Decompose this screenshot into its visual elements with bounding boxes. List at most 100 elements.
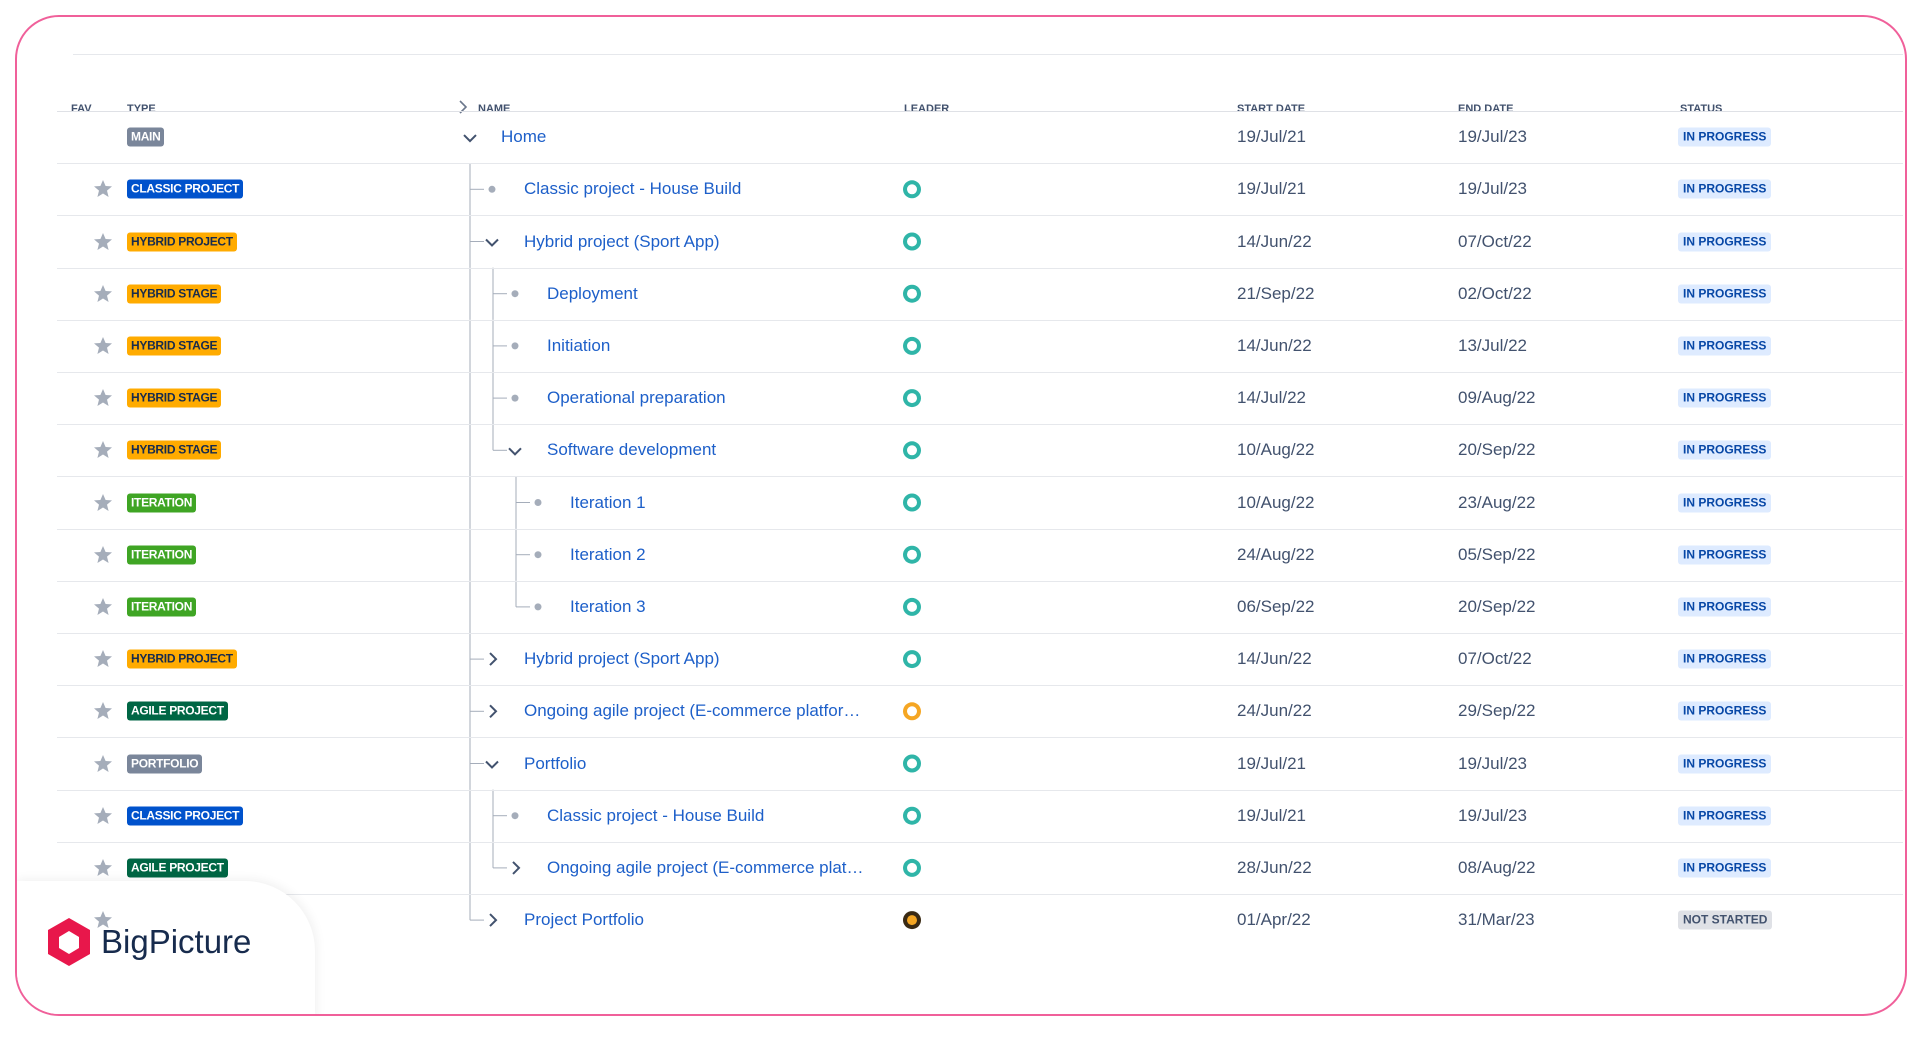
header-end[interactable]: END DATE	[1458, 103, 1514, 115]
star-shape	[94, 911, 112, 929]
leader-avatar-face	[907, 184, 917, 195]
item-name[interactable]: Classic project - House Build	[547, 805, 765, 825]
fav-star[interactable]	[93, 910, 113, 930]
header-start[interactable]: START DATE	[1237, 103, 1306, 115]
item-name[interactable]: Hybrid project (Sport App)	[524, 649, 720, 669]
type-badge: AGILE PROJECT	[127, 701, 228, 721]
item-name[interactable]: Iteration 3	[570, 596, 646, 616]
type-badge: MAIN	[127, 127, 165, 147]
end-date: 31/Mar/23	[1458, 910, 1535, 930]
item-name[interactable]: Classic project - House Build	[524, 179, 742, 199]
status-lozenge: IN PROGRESS	[1678, 649, 1772, 669]
start-date: 06/Sep/22	[1237, 596, 1315, 616]
item-name[interactable]: Deployment	[547, 283, 638, 303]
fav-star[interactable]	[93, 493, 113, 513]
logo-card: BigPicture	[17, 881, 315, 1014]
star-shape	[94, 232, 112, 250]
fav-star[interactable]	[93, 336, 113, 356]
fav-star[interactable]	[93, 597, 113, 617]
expand-toggle[interactable]	[489, 913, 498, 927]
leader-avatar-face	[907, 915, 917, 926]
logo-icon	[48, 918, 90, 966]
type-badge: PORTFOLIO	[127, 754, 203, 773]
type-badge: AGILE PROJECT	[127, 858, 228, 878]
row-divider	[57, 737, 1903, 739]
tree-dot	[488, 185, 496, 193]
star-shape	[94, 284, 112, 302]
fav-star[interactable]	[93, 754, 113, 774]
type-badge: HYBRID PROJECT	[127, 232, 237, 251]
fav-star[interactable]	[93, 179, 113, 199]
item-name[interactable]: Home	[501, 127, 547, 147]
item-name[interactable]: Ongoing agile project (E-commerce platfo…	[524, 701, 861, 721]
star-shape	[94, 493, 112, 511]
tree-dot	[511, 394, 519, 402]
expand-toggle[interactable]	[485, 238, 499, 247]
leader-avatar-face	[907, 810, 917, 821]
item-name[interactable]: Software development	[547, 440, 717, 460]
star-shape	[94, 858, 112, 876]
header-divider	[57, 111, 1903, 112]
end-date: 07/Oct/22	[1458, 649, 1532, 669]
fav-star[interactable]	[93, 649, 113, 669]
status-lozenge: IN PROGRESS	[1678, 806, 1772, 826]
expand-toggle[interactable]	[485, 760, 499, 769]
end-date: 07/Oct/22	[1458, 231, 1532, 251]
status-lozenge: IN PROGRESS	[1678, 440, 1772, 460]
fav-star[interactable]	[93, 858, 113, 878]
logo-text: BigPicture	[101, 923, 252, 960]
status-lozenge: IN PROGRESS	[1678, 858, 1772, 878]
fav-star[interactable]	[93, 284, 113, 304]
type-badge: HYBRID STAGE	[127, 336, 222, 356]
expand-toggle[interactable]	[508, 447, 522, 456]
leader-avatar-face	[907, 601, 917, 612]
item-name[interactable]: Project Portfolio	[524, 910, 644, 930]
row-divider	[57, 841, 1903, 843]
row-divider	[57, 528, 1903, 530]
end-date: 05/Sep/22	[1458, 544, 1536, 564]
fav-star[interactable]	[93, 701, 113, 721]
status-lozenge: IN PROGRESS	[1678, 754, 1772, 773]
item-name[interactable]: Iteration 2	[570, 544, 646, 564]
fav-star[interactable]	[93, 545, 113, 565]
status-lozenge: NOT STARTED	[1678, 910, 1773, 930]
expand-toggle[interactable]	[489, 652, 498, 666]
item-name[interactable]: Hybrid project (Sport App)	[524, 231, 720, 251]
end-date: 08/Aug/22	[1458, 857, 1536, 877]
item-name[interactable]: Operational preparation	[547, 388, 726, 408]
item-name[interactable]: Ongoing agile project (E-commerce plat…	[547, 857, 864, 877]
tree-dot	[511, 812, 519, 820]
header-name[interactable]: NAME	[478, 103, 511, 115]
fav-star[interactable]	[93, 440, 113, 460]
star-shape	[94, 545, 112, 563]
item-name[interactable]: Iteration 1	[570, 492, 646, 512]
frame: FAV TYPE NAME LEADER START DATE END DATE…	[15, 15, 1907, 1016]
start-date: 14/Jun/22	[1237, 231, 1312, 251]
header-type: TYPE	[127, 103, 156, 115]
expand-toggle[interactable]	[512, 861, 521, 875]
leader-avatar-face	[907, 393, 917, 404]
row-divider	[57, 163, 1903, 165]
tree-dot	[511, 290, 519, 298]
tree-dot	[511, 342, 519, 350]
end-date: 09/Aug/22	[1458, 388, 1536, 408]
item-name[interactable]: Initiation	[547, 335, 611, 355]
fav-star[interactable]	[93, 806, 113, 826]
expand-toggle[interactable]	[489, 704, 498, 719]
end-date: 13/Jul/22	[1458, 335, 1527, 355]
end-date: 02/Oct/22	[1458, 283, 1532, 303]
end-date: 23/Aug/22	[1458, 492, 1536, 512]
start-date: 10/Aug/22	[1237, 492, 1315, 512]
status-lozenge: IN PROGRESS	[1678, 545, 1772, 565]
type-badge: HYBRID PROJECT	[127, 649, 237, 669]
expand-toggle[interactable]	[463, 134, 477, 143]
fav-star[interactable]	[93, 232, 113, 252]
status-lozenge: IN PROGRESS	[1678, 232, 1772, 251]
status-lozenge: IN PROGRESS	[1678, 388, 1772, 408]
leader-avatar-face	[907, 445, 917, 456]
star-shape	[94, 180, 112, 198]
item-name[interactable]: Portfolio	[524, 753, 587, 773]
leader-avatar-face	[907, 706, 917, 717]
header-status[interactable]: STATUS	[1680, 103, 1723, 115]
fav-star[interactable]	[93, 388, 113, 408]
